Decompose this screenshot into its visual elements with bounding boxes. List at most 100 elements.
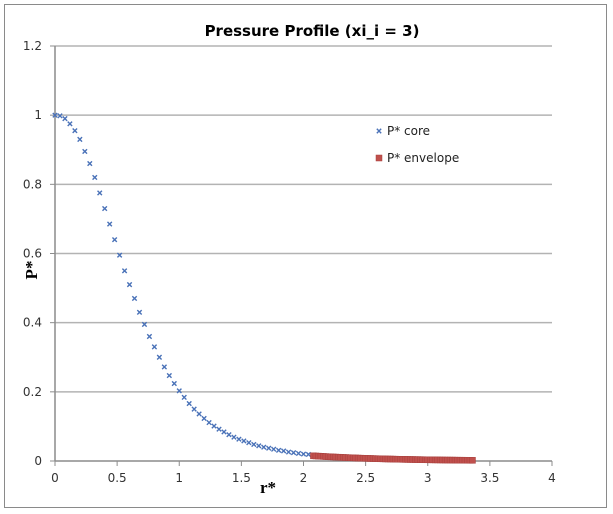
core-point (176, 388, 182, 394)
x-marker-icon (57, 113, 63, 119)
x-tick-label: 2 (300, 471, 308, 485)
data-points (52, 112, 476, 464)
x-tick-label: 4 (548, 471, 556, 485)
x-marker-icon (116, 252, 123, 258)
x-marker-icon (176, 388, 182, 394)
core-point (111, 236, 118, 243)
y-tick-label: 0.8 (23, 177, 42, 191)
x-marker-icon (87, 160, 93, 167)
x-tick-label: 1.5 (232, 471, 251, 485)
x-marker-icon (141, 321, 148, 328)
x-marker-icon (196, 411, 202, 417)
x-axis-label: r* (260, 478, 276, 497)
y-tick-labels: 0 0.2 0.4 0.6 0.8 1 1.2 (23, 39, 42, 468)
x-marker-icon (221, 429, 227, 435)
legend: P* core P* envelope (375, 124, 459, 165)
core-point (231, 434, 237, 440)
x-marker-icon (211, 423, 217, 429)
core-point (116, 252, 123, 258)
core-point (181, 394, 187, 401)
x-marker-icon (376, 128, 382, 134)
x-tick-label: 1 (175, 471, 183, 485)
core-point (136, 309, 143, 315)
x-marker-icon (241, 438, 247, 444)
x-marker-icon (126, 281, 133, 288)
x-marker-icon (146, 333, 153, 340)
x-marker-icon (136, 309, 143, 315)
core-point (270, 446, 277, 452)
x-marker-icon (256, 443, 262, 449)
x-marker-icon (201, 415, 207, 422)
x-marker-icon (102, 205, 108, 212)
x-marker-icon (280, 448, 287, 454)
core-point (161, 364, 168, 370)
x-marker-icon (300, 451, 307, 457)
x-marker-icon (266, 445, 272, 451)
core-point (97, 190, 103, 196)
x-marker-icon (97, 190, 103, 196)
x-marker-icon (131, 295, 138, 302)
core-point (151, 344, 158, 350)
legend-marker-core (376, 128, 382, 134)
y-tick-label: 0.2 (23, 385, 42, 399)
y-tick-label: 1 (34, 108, 42, 122)
core-point (52, 112, 58, 118)
core-point (102, 205, 108, 212)
core-point (166, 372, 173, 379)
legend-label-envelope: P* envelope (387, 151, 459, 165)
core-point (216, 426, 222, 432)
core-point (171, 380, 177, 387)
core-point (305, 451, 312, 458)
core-point (280, 448, 287, 454)
x-marker-icon (181, 394, 187, 401)
chart-frame (4, 4, 607, 508)
core-point (87, 160, 93, 167)
x-marker-icon (305, 451, 312, 458)
core-point (295, 450, 302, 457)
x-marker-icon (251, 441, 257, 448)
x-marker-icon (275, 447, 282, 453)
y-tick-label: 0.6 (23, 247, 42, 261)
core-point (57, 113, 63, 119)
core-point (251, 441, 257, 448)
x-marker-icon (191, 406, 197, 412)
core-point (62, 115, 68, 122)
y-tick-label: 1.2 (23, 39, 42, 53)
y-axis-label: P* (22, 261, 41, 280)
core-point (72, 128, 78, 134)
core-point (246, 439, 252, 446)
x-marker-icon (151, 344, 158, 350)
core-point (146, 333, 153, 340)
x-marker-icon (62, 115, 68, 122)
x-marker-icon (166, 372, 173, 379)
x-marker-icon (295, 450, 302, 457)
core-point (300, 451, 307, 457)
gridlines (55, 45, 552, 393)
legend-marker-envelope (375, 154, 383, 162)
x-marker-icon (171, 380, 177, 387)
x-marker-icon (92, 174, 98, 181)
y-tick-label: 0.4 (23, 316, 42, 330)
x-marker-icon (216, 426, 222, 432)
x-marker-icon (231, 434, 237, 440)
core-point (92, 174, 98, 181)
core-point (221, 429, 227, 435)
core-point (186, 400, 192, 407)
legend-x-icon (376, 128, 382, 134)
envelope-point (469, 457, 476, 464)
x-tick-label: 3 (424, 471, 432, 485)
x-marker-icon (121, 268, 128, 274)
core-point (241, 438, 247, 444)
x-marker-icon (236, 436, 242, 442)
core-point (266, 445, 272, 451)
core-point (211, 423, 217, 429)
core-point (206, 419, 212, 426)
x-marker-icon (82, 148, 88, 155)
x-marker-icon (161, 364, 168, 370)
core-point (67, 121, 73, 127)
core-point (201, 415, 207, 422)
x-tick-label: 0 (51, 471, 59, 485)
core-point (106, 221, 113, 227)
core-point (141, 321, 148, 328)
